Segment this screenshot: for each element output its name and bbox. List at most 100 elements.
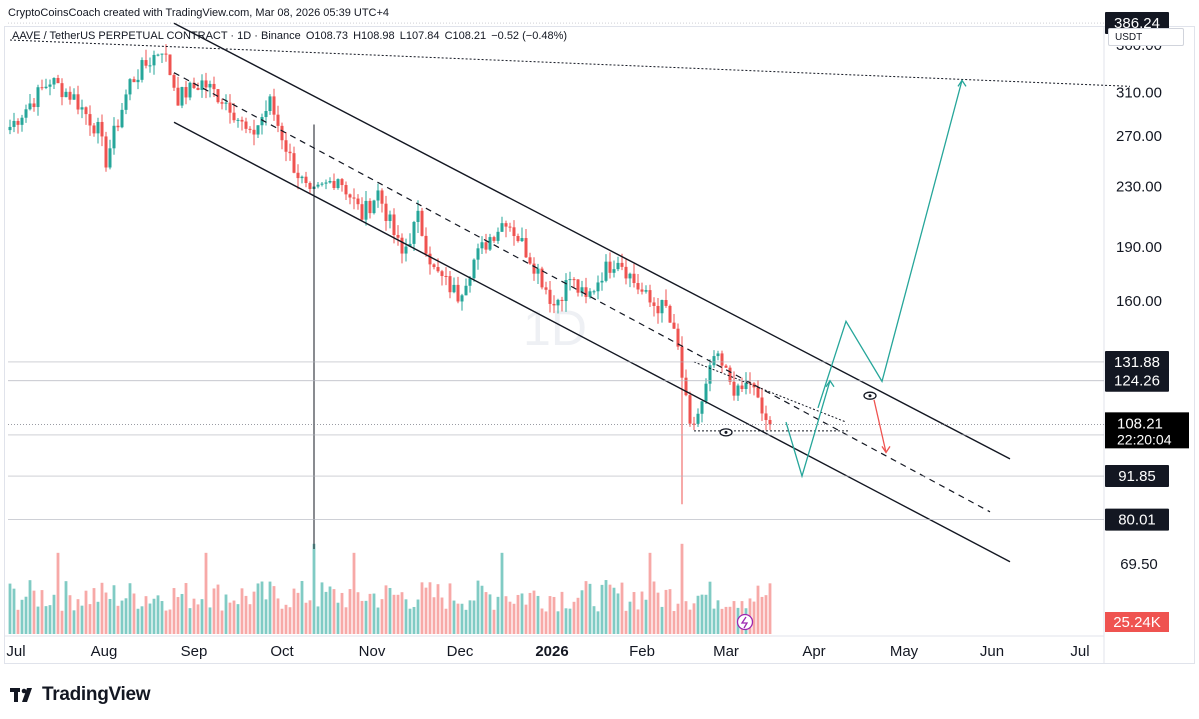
candle-body — [280, 125, 284, 141]
open-value: O108.73 — [305, 30, 349, 42]
candle-body — [404, 246, 408, 254]
volume-bar — [24, 596, 28, 634]
volume-bar — [228, 602, 232, 634]
chart-caption: CryptoCoinsCoach created with TradingVie… — [8, 7, 390, 19]
candle-body — [148, 65, 152, 67]
candle-body — [196, 87, 200, 90]
candle-body — [664, 300, 668, 306]
candle-body — [388, 214, 392, 221]
candle-body — [76, 94, 80, 110]
candle-body — [684, 377, 688, 396]
volume-bar — [384, 585, 388, 634]
candle-body — [712, 356, 716, 366]
candle-body — [40, 87, 44, 89]
candle-body — [32, 103, 36, 108]
chart-frame — [4, 26, 1195, 664]
candle-body — [464, 285, 468, 296]
close-value: C108.21 — [444, 30, 487, 42]
candle-body — [448, 276, 452, 293]
currency-button[interactable]: USDT — [1108, 28, 1184, 46]
volume-bar — [644, 599, 648, 634]
candle-body — [48, 84, 52, 87]
change-value: −0.52 (−0.48%) — [491, 30, 568, 42]
candle-body — [188, 82, 192, 98]
candle-body — [372, 200, 376, 214]
candle-body — [52, 77, 56, 85]
volume-bar — [20, 599, 24, 634]
candle-body — [700, 401, 704, 414]
candle-body — [556, 299, 560, 306]
volume-bar — [352, 552, 356, 634]
volume-bar — [640, 591, 644, 634]
candle-body — [612, 269, 616, 273]
volume-bar — [520, 593, 524, 634]
candle-body — [212, 83, 216, 90]
candle-body — [236, 119, 240, 121]
candle-body — [232, 112, 236, 121]
candle-body — [420, 210, 424, 236]
candle-body — [436, 267, 440, 272]
candle-body — [292, 153, 296, 173]
volume-bar — [132, 593, 136, 634]
volume-bar — [604, 580, 608, 634]
volume-bar — [92, 588, 96, 634]
volume-bar — [120, 600, 124, 634]
volume-bar — [324, 591, 328, 634]
volume-bar — [708, 581, 712, 634]
candle-body — [476, 248, 480, 260]
symbol-name: AAVE / TetherUS PERPETUAL CONTRACT · 1D … — [12, 30, 301, 42]
candle-body — [460, 295, 464, 302]
time-axis-label: Jul — [1070, 643, 1089, 660]
candle-body — [36, 87, 40, 108]
candle-body — [168, 54, 172, 76]
volume-bar — [216, 584, 220, 634]
candle-body — [424, 235, 428, 254]
volume-bar — [464, 609, 468, 634]
volume-bar — [284, 604, 288, 634]
candle-body — [596, 282, 600, 292]
candle-body — [708, 365, 712, 384]
volume-bar — [548, 596, 552, 634]
volume-bar — [632, 592, 636, 634]
candle-body — [624, 266, 628, 279]
price-tag-box — [1105, 465, 1169, 488]
volume-bar — [196, 604, 200, 634]
volume-bar — [60, 610, 64, 634]
volume-bar — [28, 580, 32, 634]
volume-bar — [612, 587, 616, 634]
volume-bar — [112, 585, 116, 634]
candle-body — [604, 261, 608, 281]
price-axis-label: 310.00 — [1116, 84, 1162, 101]
candle-body — [324, 182, 328, 184]
candle-body — [172, 75, 176, 88]
volume-bar — [160, 601, 164, 634]
volume-bar — [212, 588, 216, 634]
volume-bar — [312, 543, 316, 634]
volume-bar — [424, 587, 428, 634]
candle-body — [96, 121, 100, 134]
candle-body — [672, 322, 676, 329]
candle-body — [136, 79, 140, 83]
candle-body — [340, 179, 344, 186]
candle-body — [740, 385, 744, 390]
candle-body — [364, 200, 368, 220]
time-axis-label: Jun — [980, 643, 1004, 660]
volume-bar — [636, 609, 640, 634]
volume-bar — [240, 588, 244, 634]
volume-bar — [200, 599, 204, 634]
lightning-icon[interactable] — [736, 613, 754, 631]
candle-body — [24, 109, 28, 118]
volume-bar — [508, 601, 512, 634]
volume-bar — [432, 597, 436, 634]
volume-bar — [56, 552, 60, 634]
volume-bar — [168, 609, 172, 634]
candle-body — [500, 223, 504, 232]
volume-bar — [484, 592, 488, 634]
volume-bar — [148, 603, 152, 634]
candle-body — [284, 140, 288, 152]
volume-bar — [524, 604, 528, 634]
candle-body — [396, 234, 400, 238]
volume-bar — [208, 607, 212, 634]
volume-bar — [616, 593, 620, 634]
